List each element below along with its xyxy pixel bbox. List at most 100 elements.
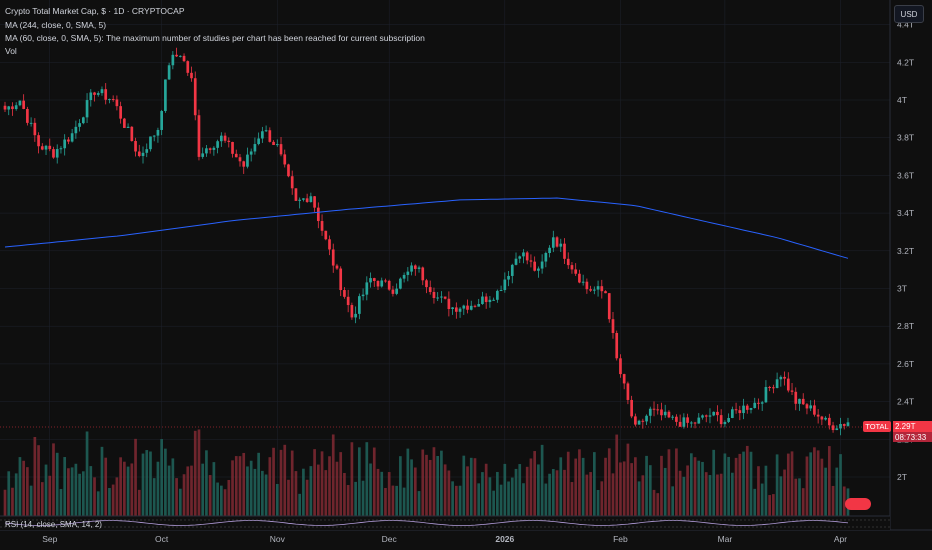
candle-body	[753, 402, 757, 409]
volume-bar	[481, 472, 484, 516]
volume-bar	[529, 458, 533, 516]
candle-body	[387, 280, 391, 290]
volume-bar	[566, 451, 570, 516]
volume-bar	[365, 442, 369, 516]
candle-body	[682, 417, 686, 427]
candle-body	[742, 405, 745, 414]
candle-body	[697, 417, 701, 424]
candle-body	[484, 296, 488, 303]
candle-body	[578, 273, 581, 283]
volume-bar	[525, 466, 529, 516]
volume-bar	[749, 451, 753, 516]
candle-body	[637, 420, 641, 425]
candle-body	[570, 265, 574, 270]
volume-bar	[596, 489, 600, 516]
volume-bar	[537, 464, 540, 516]
volume-bar	[663, 467, 667, 516]
ma-line	[4, 197, 849, 259]
candle-body	[600, 286, 604, 292]
volume-bar	[533, 451, 537, 516]
candle-body	[466, 305, 469, 310]
currency-button[interactable]: USD	[894, 5, 924, 23]
candle-body	[126, 126, 130, 128]
volume-bar	[615, 434, 619, 516]
candle-body	[55, 149, 59, 158]
candle-body	[757, 402, 760, 404]
volume-bar	[645, 455, 648, 516]
candle-body	[641, 420, 645, 422]
candle-body	[402, 274, 406, 279]
volume-bar	[432, 447, 436, 516]
candle-body	[469, 305, 473, 310]
volume-bar	[309, 466, 313, 516]
candle-body	[712, 411, 716, 416]
candle-body	[234, 153, 238, 158]
volume-bar	[652, 489, 656, 516]
volume-bar	[451, 481, 454, 516]
volume-bar	[55, 452, 59, 516]
candle-body	[518, 256, 522, 259]
candle-body	[96, 93, 100, 95]
volume-bar	[305, 479, 309, 516]
candle-body	[361, 294, 365, 297]
volume-bar	[18, 457, 22, 516]
volume-bar	[619, 462, 622, 516]
candle-body	[611, 319, 615, 333]
candle-body	[193, 78, 197, 116]
price-axis-label: 2.8T	[897, 321, 914, 331]
volume-bar	[570, 482, 574, 516]
volume-bar	[734, 457, 738, 516]
volume-bar	[607, 448, 611, 516]
volume-bar	[335, 461, 339, 516]
candle-body	[566, 258, 570, 266]
ma-legend-60: MA (60, close, 0, SMA, 5): The maximum n…	[5, 33, 425, 43]
candle-body	[678, 421, 682, 427]
candle-body	[160, 111, 164, 130]
candle-body	[380, 280, 384, 287]
time-axis-label: Nov	[270, 534, 286, 544]
volume-bar	[421, 449, 425, 516]
volume-bar	[111, 484, 115, 516]
candle-body	[786, 378, 790, 391]
candle-body	[320, 221, 324, 231]
candle-body	[760, 402, 764, 404]
candle-body	[316, 207, 320, 222]
volume-bar	[589, 472, 592, 516]
candle-body	[563, 243, 566, 259]
candle-body	[410, 265, 413, 272]
grid	[0, 0, 932, 531]
candle-body	[734, 409, 738, 411]
candle-body	[619, 358, 622, 375]
volume-bar	[268, 457, 272, 516]
candle-body	[164, 79, 167, 112]
candle-body	[533, 261, 537, 271]
candle-body	[93, 92, 96, 95]
volume-bar	[760, 483, 764, 516]
volume-bar	[514, 468, 518, 516]
candle-body	[182, 55, 186, 62]
candle-body	[537, 268, 540, 271]
volume-bar	[387, 472, 391, 516]
volume-bar	[634, 457, 637, 516]
candle-body	[309, 196, 313, 202]
volume-bar	[622, 461, 626, 516]
candle-body	[335, 265, 339, 269]
volume-bar	[842, 486, 846, 516]
volume-bar	[563, 469, 566, 516]
candle-body	[52, 149, 55, 158]
candle-body	[574, 269, 578, 274]
volume-bar	[78, 473, 81, 516]
candle-body	[548, 247, 551, 253]
volume-bar	[548, 473, 551, 516]
candle-body	[171, 54, 175, 66]
volume-bar	[772, 494, 775, 516]
volume-bar	[257, 452, 260, 516]
candle-body	[246, 154, 249, 167]
candle-body	[772, 387, 775, 389]
candle-body	[130, 126, 134, 142]
candle-body	[719, 415, 723, 425]
candle-body	[18, 100, 22, 106]
volume-bar	[835, 467, 839, 516]
candle-body	[350, 305, 354, 318]
